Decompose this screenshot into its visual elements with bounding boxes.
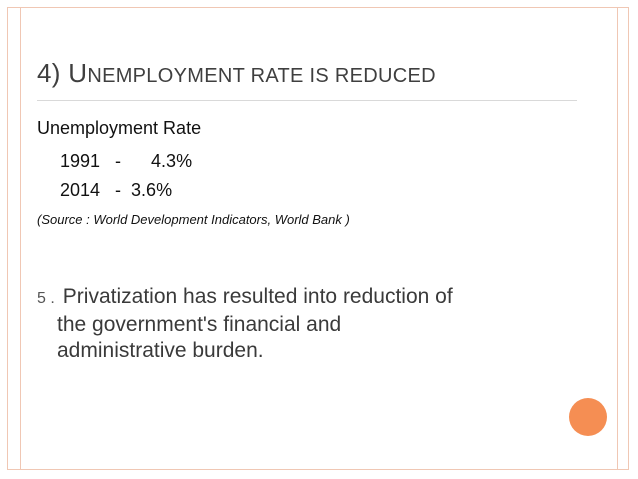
point-line-1: Privatization has resulted into reductio… — [62, 285, 453, 308]
frame-right-line — [617, 7, 618, 470]
point-5: 5 . Privatization has resulted into reduc… — [37, 284, 557, 364]
accent-circle — [569, 398, 607, 436]
row-1991: 1991 - 4.3% — [60, 151, 193, 171]
title-lead: 4) U — [37, 58, 88, 88]
source-note: (Source : World Development Indicators, … — [37, 212, 350, 227]
title-divider — [37, 100, 577, 101]
unemployment-heading: Unemployment Rate — [37, 118, 202, 138]
point-number: 5 . — [37, 290, 55, 307]
slide-frame — [7, 7, 629, 470]
row-2014: 2014 - 3.6% — [60, 180, 173, 200]
point-line-2: the government's financial and — [57, 313, 342, 336]
slide-title: 4) UNEMPLOYMENT RATE IS REDUCED — [37, 58, 436, 89]
point-line-3: administrative burden. — [57, 339, 264, 362]
frame-left-line — [20, 7, 21, 470]
title-rest: NEMPLOYMENT RATE IS REDUCED — [87, 65, 436, 87]
